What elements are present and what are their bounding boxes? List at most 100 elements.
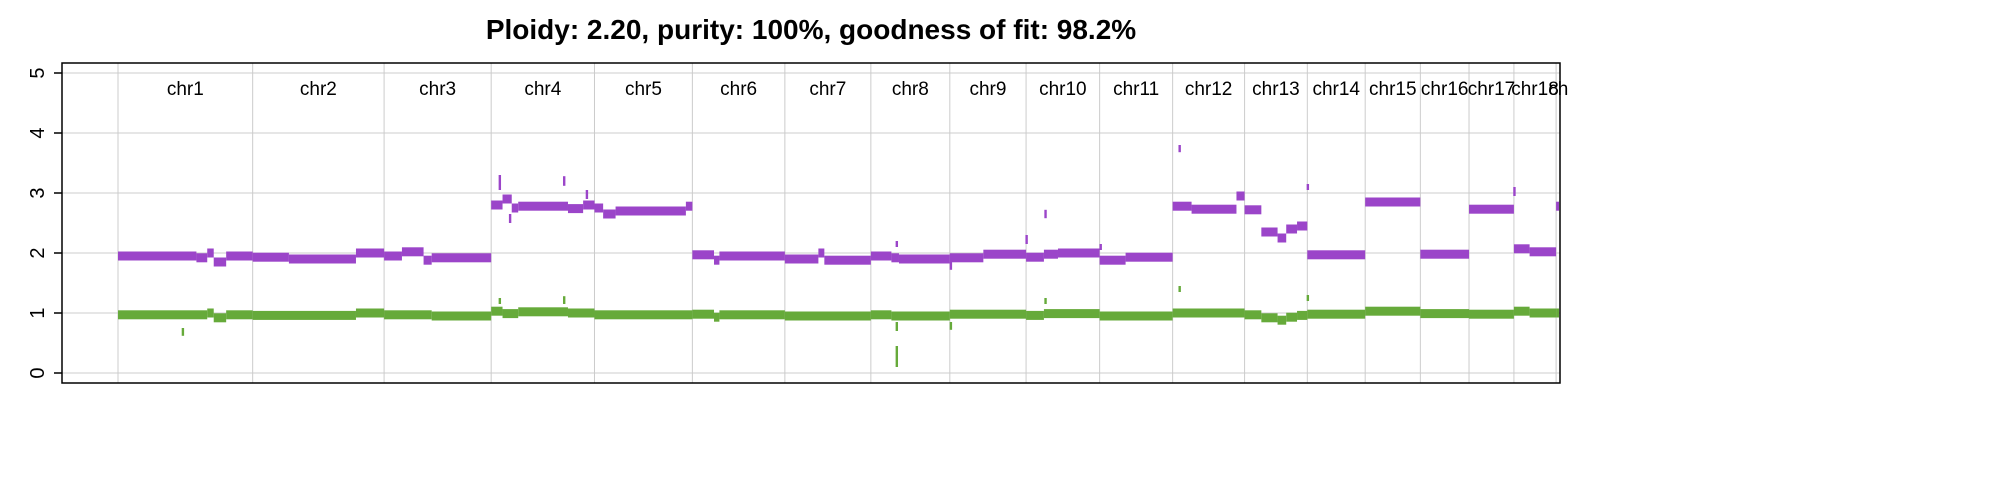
minor-cn-segment bbox=[784, 311, 871, 321]
major-cn-segment bbox=[491, 200, 503, 210]
minor-cn-segment bbox=[1556, 308, 1559, 318]
major-cn-segment bbox=[685, 201, 693, 211]
minor-cn-segment bbox=[1026, 310, 1044, 320]
major-cn-outlier bbox=[1306, 184, 1310, 190]
chromosome-label: chr13 bbox=[1252, 79, 1300, 100]
major-cn-segment bbox=[384, 251, 402, 261]
minor-cn-segment bbox=[1261, 313, 1278, 323]
y-tick-label: 4 bbox=[27, 127, 49, 138]
minor-cn-segment bbox=[567, 308, 595, 318]
minor-cn-outlier bbox=[498, 298, 502, 304]
major-cn-segment bbox=[355, 248, 385, 258]
major-cn-segment bbox=[898, 254, 950, 264]
major-cn-outlier bbox=[508, 214, 512, 223]
major-cn-outlier bbox=[562, 176, 566, 186]
minor-cn-segment bbox=[714, 312, 720, 322]
minor-cn-segment bbox=[118, 310, 208, 320]
plot-frame bbox=[61, 62, 1561, 384]
minor-cn-segment bbox=[207, 308, 214, 318]
minor-cn-outlier bbox=[562, 296, 566, 304]
major-cn-segment bbox=[502, 194, 512, 204]
major-cn-segment bbox=[714, 255, 720, 265]
minor-cn-segment bbox=[594, 310, 693, 320]
major-cn-segment bbox=[692, 250, 715, 260]
y-tick-label: 0 bbox=[27, 367, 49, 378]
y-tick-label: 3 bbox=[27, 187, 49, 198]
major-cn-segment bbox=[1307, 250, 1366, 260]
minor-cn-segment bbox=[719, 310, 785, 320]
major-cn-outlier bbox=[895, 241, 899, 247]
minor-cn-segment bbox=[213, 313, 227, 323]
minor-cn-segment bbox=[384, 310, 432, 320]
minor-cn-segment bbox=[1365, 306, 1421, 316]
major-cn-segment bbox=[1172, 201, 1192, 211]
minor-cn-segment bbox=[431, 311, 492, 321]
y-tick-label: 2 bbox=[27, 247, 49, 258]
major-cn-segment bbox=[1236, 191, 1245, 201]
major-cn-segment bbox=[1469, 204, 1514, 214]
chromosome-label: chr18 bbox=[1511, 79, 1559, 100]
minor-cn-segment bbox=[692, 309, 715, 319]
minor-cn-segment bbox=[518, 307, 568, 317]
minor-cn-segment bbox=[491, 306, 503, 316]
major-cn-segment bbox=[401, 247, 424, 257]
minor-cn-segment bbox=[355, 308, 385, 318]
minor-cn-segment bbox=[502, 309, 519, 319]
minor-cn-segment bbox=[226, 310, 253, 320]
major-cn-outlier bbox=[1044, 209, 1047, 219]
minor-cn-outlier bbox=[1306, 295, 1310, 301]
minor-cn-segment bbox=[1513, 306, 1530, 316]
major-cn-segment bbox=[567, 204, 584, 214]
minor-cn-segment bbox=[252, 310, 356, 320]
chromosome-label: chr5 bbox=[625, 79, 662, 100]
chromosome-label: chr11 bbox=[1113, 79, 1159, 100]
major-cn-segment bbox=[213, 257, 227, 267]
major-cn-segment bbox=[1277, 233, 1287, 243]
chromosome-label: chr19 bbox=[1548, 79, 1568, 100]
major-cn-segment bbox=[288, 254, 356, 264]
major-cn-segment bbox=[423, 255, 432, 265]
major-cn-segment bbox=[431, 253, 492, 263]
minor-cn-segment bbox=[1277, 315, 1287, 325]
major-cn-outlier bbox=[1513, 187, 1516, 196]
major-cn-segment bbox=[118, 251, 197, 261]
major-cn-segment bbox=[603, 209, 616, 219]
major-cn-segment bbox=[226, 251, 253, 261]
chromosome-label: chr9 bbox=[969, 79, 1006, 100]
minor-cn-segment bbox=[949, 309, 1027, 319]
chromosome-label: chr15 bbox=[1369, 79, 1417, 100]
major-cn-segment bbox=[1513, 244, 1530, 254]
major-cn-segment bbox=[583, 200, 595, 210]
y-tick-label: 1 bbox=[27, 307, 49, 318]
chromosome-label: chr14 bbox=[1312, 79, 1360, 100]
major-cn-segment bbox=[252, 252, 289, 262]
minor-cn-outlier bbox=[949, 322, 953, 330]
major-cn-segment bbox=[1057, 248, 1100, 258]
major-cn-segment bbox=[207, 248, 214, 258]
major-cn-segment bbox=[891, 253, 899, 263]
minor-cn-outlier bbox=[1178, 286, 1181, 292]
minor-cn-segment bbox=[1172, 308, 1245, 318]
major-cn-segment bbox=[615, 206, 686, 216]
major-cn-outlier bbox=[1025, 235, 1028, 244]
major-cn-outlier bbox=[1099, 244, 1102, 250]
minor-cn-segment bbox=[1307, 309, 1366, 319]
major-cn-segment bbox=[511, 203, 519, 213]
major-cn-segment bbox=[1261, 227, 1278, 237]
major-cn-segment bbox=[719, 251, 785, 261]
minor-cn-segment bbox=[891, 311, 950, 321]
major-cn-segment bbox=[1297, 221, 1308, 231]
major-cn-segment bbox=[1286, 224, 1298, 234]
major-cn-outlier bbox=[585, 190, 589, 199]
major-cn-outlier bbox=[498, 175, 502, 190]
major-cn-segment bbox=[983, 249, 1027, 259]
major-cn-segment bbox=[1529, 247, 1557, 257]
chromosome-label: chr3 bbox=[419, 79, 456, 100]
minor-cn-segment bbox=[1286, 312, 1298, 322]
major-cn-segment bbox=[1043, 249, 1058, 259]
minor-cn-segment bbox=[1244, 310, 1262, 320]
major-cn-outlier bbox=[949, 262, 953, 270]
chromosome-label: chr4 bbox=[524, 79, 561, 100]
minor-cn-segment bbox=[870, 310, 892, 320]
major-cn-segment bbox=[1556, 201, 1559, 211]
